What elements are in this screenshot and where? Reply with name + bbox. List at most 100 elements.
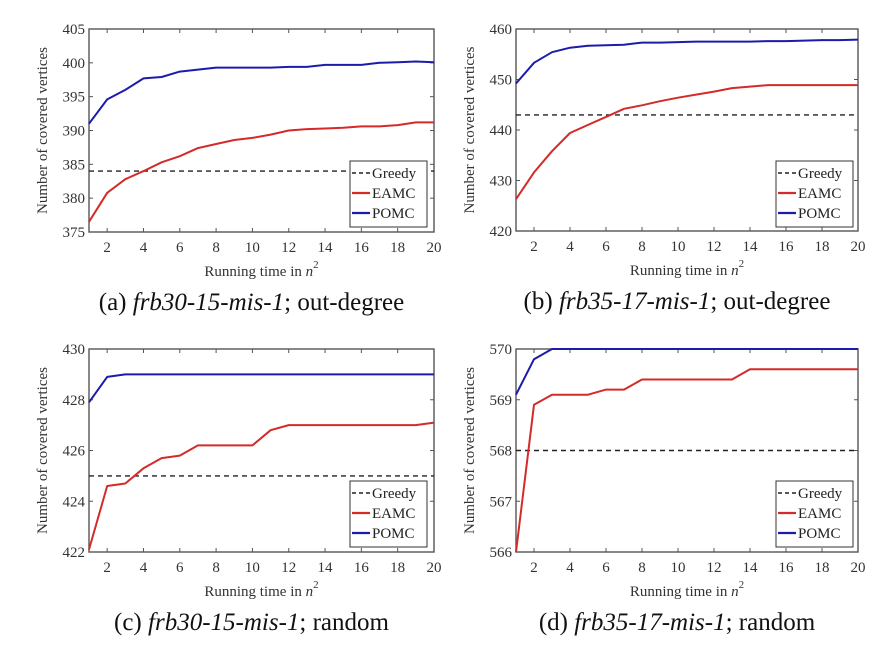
x-tick-label: 16 bbox=[354, 560, 370, 576]
x-tick-label: 14 bbox=[318, 240, 334, 256]
x-axis-label: Running time in n2 bbox=[204, 579, 318, 600]
x-tick-label: 18 bbox=[390, 240, 405, 256]
x-tick-label: 12 bbox=[707, 239, 722, 255]
y-tick-label: 400 bbox=[63, 56, 86, 72]
x-tick-label: 10 bbox=[245, 240, 260, 256]
x-tick-label: 12 bbox=[281, 240, 296, 256]
series-line-pomc bbox=[88, 60, 435, 125]
caption-dataset: frb30-15-mis-1 bbox=[133, 289, 284, 316]
x-tick-label: 8 bbox=[638, 239, 646, 255]
x-tick-label: 4 bbox=[566, 239, 574, 255]
panel-caption: (d) frb35-17-mis-1; random bbox=[539, 609, 816, 636]
legend-label-greedy: Greedy bbox=[372, 486, 417, 502]
x-tick-label: 10 bbox=[671, 560, 686, 576]
y-tick-label: 568 bbox=[490, 444, 513, 460]
x-tick-label: 4 bbox=[140, 240, 148, 256]
y-tick-label: 380 bbox=[63, 191, 86, 207]
series-line-eamc bbox=[515, 84, 858, 200]
y-tick-label: 569 bbox=[490, 393, 513, 409]
x-axis-label-text: Running time in bbox=[204, 584, 305, 600]
x-axis-label-exp: 2 bbox=[739, 258, 745, 270]
x-tick-label: 14 bbox=[318, 560, 334, 576]
y-tick-label: 450 bbox=[490, 73, 513, 89]
series-line-eamc bbox=[88, 121, 434, 223]
caption-prefix: (a) bbox=[99, 289, 133, 316]
legend-label-pomc: POMC bbox=[798, 206, 841, 222]
y-axis-label: Number of covered vertices bbox=[462, 46, 478, 213]
y-axis-label: Number of covered vertices bbox=[35, 367, 51, 534]
x-tick-label: 18 bbox=[815, 560, 830, 576]
x-axis-label: Running time in n2 bbox=[630, 258, 744, 279]
y-tick-label: 440 bbox=[490, 123, 513, 139]
y-tick-label: 567 bbox=[490, 494, 513, 510]
legend-label-pomc: POMC bbox=[372, 206, 415, 222]
legend-label-eamc: EAMC bbox=[798, 506, 841, 522]
y-tick-label: 422 bbox=[63, 545, 86, 561]
x-axis-label-exp: 2 bbox=[739, 579, 745, 591]
series-line-pomc bbox=[515, 38, 859, 85]
x-tick-label: 20 bbox=[427, 240, 442, 256]
y-tick-label: 566 bbox=[490, 545, 513, 561]
x-axis-label-var: n bbox=[306, 264, 314, 280]
x-tick-label: 16 bbox=[779, 560, 795, 576]
caption-suffix: ; random bbox=[726, 609, 816, 636]
caption-suffix: ; random bbox=[299, 609, 389, 636]
x-tick-label: 8 bbox=[212, 560, 220, 576]
legend: Greedy EAMC POMC bbox=[775, 480, 854, 548]
legend-label-pomc: POMC bbox=[372, 526, 415, 542]
y-tick-label: 424 bbox=[63, 494, 86, 510]
y-tick-label: 375 bbox=[63, 225, 86, 241]
caption-suffix: ; out-degree bbox=[710, 288, 830, 315]
legend-label-eamc: EAMC bbox=[372, 186, 415, 202]
x-tick-label: 6 bbox=[176, 240, 184, 256]
x-tick-label: 12 bbox=[707, 560, 722, 576]
x-tick-label: 10 bbox=[671, 239, 686, 255]
x-axis-label-text: Running time in bbox=[630, 263, 731, 279]
x-tick-label: 4 bbox=[140, 560, 148, 576]
y-tick-label: 426 bbox=[63, 444, 86, 460]
panel-b: 2 4 6 8 10 12 14 16 18 20 420 430 440 450 460 Number of… bbox=[462, 22, 866, 315]
panel-d: 2 4 6 8 10 12 14 16 18 20 566 567 568 569 570 Number of… bbox=[462, 342, 866, 636]
panel-caption: (a) frb30-15-mis-1; out-degree bbox=[99, 289, 404, 316]
x-tick-label: 4 bbox=[566, 560, 574, 576]
x-axis-label-var: n bbox=[731, 263, 739, 279]
caption-prefix: (b) bbox=[524, 288, 559, 315]
y-tick-label: 390 bbox=[63, 124, 86, 140]
x-tick-label: 14 bbox=[743, 560, 759, 576]
caption-suffix: ; out-degree bbox=[284, 289, 404, 316]
legend: Greedy EAMC POMC bbox=[349, 160, 428, 228]
y-tick-label: 570 bbox=[490, 342, 513, 358]
x-tick-label: 6 bbox=[176, 560, 184, 576]
x-axis-label-var: n bbox=[731, 584, 739, 600]
series-line-eamc bbox=[88, 421, 435, 550]
panel-c: 2 4 6 8 10 12 14 16 18 20 422 424 426 428 430 Number of… bbox=[35, 342, 442, 636]
legend-label-eamc: EAMC bbox=[798, 186, 841, 202]
caption-prefix: (d) bbox=[539, 609, 574, 636]
panel-caption: (c) frb30-15-mis-1; random bbox=[114, 609, 390, 636]
y-tick-label: 428 bbox=[63, 393, 86, 409]
x-tick-label: 16 bbox=[354, 240, 370, 256]
x-tick-label: 20 bbox=[427, 560, 442, 576]
y-axis-label: Number of covered vertices bbox=[35, 47, 51, 214]
x-tick-label: 14 bbox=[743, 239, 759, 255]
legend: Greedy EAMC POMC bbox=[775, 160, 854, 228]
x-tick-label: 6 bbox=[602, 239, 610, 255]
x-tick-label: 2 bbox=[530, 239, 538, 255]
x-axis-label-var: n bbox=[306, 584, 314, 600]
panel-a: 2 4 6 8 10 12 14 16 18 20 375 380 385 390 395 400 405 Num… bbox=[35, 22, 442, 316]
legend: Greedy EAMC POMC bbox=[349, 480, 428, 548]
y-tick-label: 420 bbox=[490, 224, 513, 240]
caption-dataset: frb30-15-mis-1 bbox=[148, 609, 299, 636]
x-axis-label-text: Running time in bbox=[204, 264, 305, 280]
x-axis-label: Running time in n2 bbox=[630, 579, 744, 600]
x-tick-label: 8 bbox=[638, 560, 646, 576]
x-tick-label: 2 bbox=[103, 560, 111, 576]
x-axis-label: Running time in n2 bbox=[204, 259, 318, 280]
legend-label-greedy: Greedy bbox=[798, 166, 843, 182]
y-tick-label: 405 bbox=[63, 22, 86, 38]
y-tick-label: 430 bbox=[490, 174, 513, 190]
caption-dataset: frb35-17-mis-1 bbox=[559, 288, 710, 315]
series-line-pomc bbox=[88, 373, 434, 403]
x-axis-label-exp: 2 bbox=[313, 259, 319, 271]
